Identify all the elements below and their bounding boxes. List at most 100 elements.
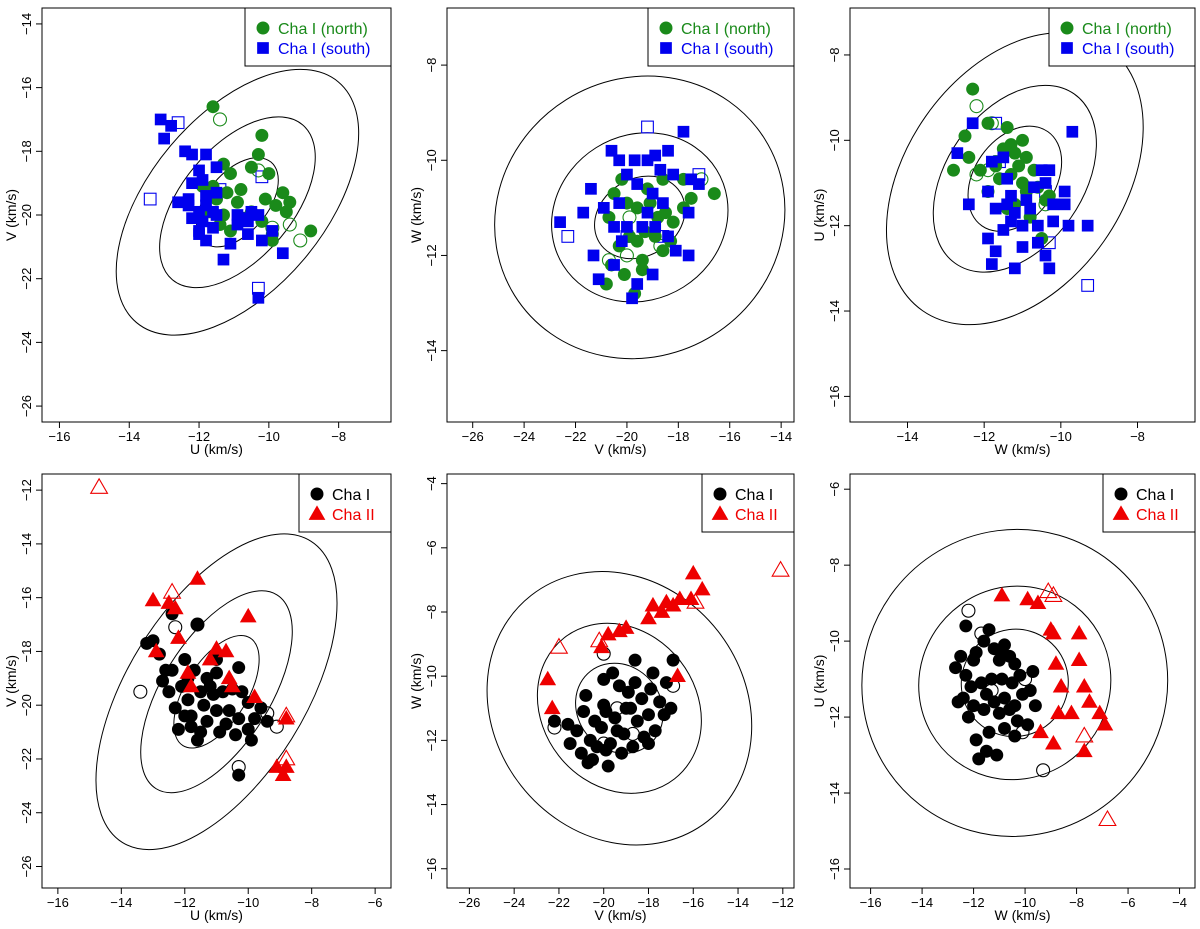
data-point — [585, 182, 597, 195]
data-point — [1075, 742, 1093, 758]
data-point — [656, 172, 670, 186]
data-point — [659, 676, 673, 690]
data-point — [964, 680, 978, 694]
data-point — [260, 714, 274, 728]
data-point — [196, 174, 209, 186]
data-point — [1008, 657, 1022, 671]
legend-marker — [660, 42, 672, 54]
data-point — [671, 590, 689, 606]
data-point — [969, 646, 983, 659]
data-point — [1001, 198, 1014, 211]
data-point — [208, 640, 225, 655]
data-point — [626, 292, 638, 305]
data-point-open — [1036, 763, 1051, 778]
data-point — [184, 720, 198, 734]
data-point — [1010, 714, 1024, 728]
x-axis-label: U (km/s) — [190, 441, 243, 457]
data-point — [654, 163, 667, 176]
data-point — [959, 668, 973, 682]
data-point — [172, 196, 184, 209]
legend-box — [701, 473, 795, 533]
data-point — [189, 570, 206, 585]
x-tick-label: −16 — [47, 895, 69, 910]
legend-box — [244, 7, 392, 67]
data-point — [186, 177, 198, 190]
x-tick-label: −24 — [503, 895, 525, 910]
x-tick-label: −24 — [513, 429, 535, 444]
data-point — [630, 201, 644, 215]
data-point — [248, 712, 262, 726]
data-point — [972, 752, 986, 766]
data-point — [662, 230, 674, 243]
y-tick-label: −6 — [827, 482, 842, 497]
data-point — [979, 687, 993, 701]
data-point — [1043, 164, 1056, 177]
data-point — [1047, 198, 1060, 211]
data-point — [241, 722, 255, 736]
panel-3: −14 −12 −10 −8 −16 −14 −12 −10 −8 W (km/s) U (km/s… — [811, 7, 1196, 457]
data-point — [1058, 185, 1071, 198]
legend-label: Cha I (north) — [1082, 21, 1172, 38]
data-point — [653, 695, 667, 709]
data-point — [601, 759, 615, 773]
data-point — [276, 186, 290, 200]
data-point — [592, 273, 605, 286]
data-point — [1035, 164, 1048, 177]
data-point-open — [89, 477, 109, 494]
data-point — [982, 623, 996, 637]
data-point — [246, 688, 263, 703]
data-point-open — [162, 582, 182, 599]
plot-frame — [446, 473, 795, 889]
contour-ellipse — [494, 75, 786, 360]
data-point — [628, 653, 642, 667]
y-tick-label: −10 — [424, 149, 439, 171]
data-point — [539, 670, 557, 686]
data-point — [168, 701, 182, 715]
data-point-open — [212, 112, 228, 127]
data-point — [193, 164, 205, 177]
data-point — [140, 636, 154, 650]
plot-frame — [849, 473, 1196, 889]
x-tick-label: −16 — [48, 429, 70, 444]
data-point — [1045, 624, 1062, 640]
data-point — [1063, 704, 1080, 720]
data-point — [1016, 219, 1029, 232]
data-point — [581, 756, 595, 770]
data-point — [147, 642, 165, 658]
x-tick-label: −20 — [593, 895, 615, 910]
legend-marker — [1061, 42, 1073, 54]
data-point — [593, 638, 610, 654]
data-point — [1091, 704, 1109, 720]
data-point — [608, 221, 620, 233]
data-point — [178, 709, 192, 723]
data-point — [206, 100, 220, 114]
data-point — [641, 154, 654, 167]
data-point-open — [293, 233, 308, 248]
legend: Cha I (north) Cha I (south) — [1048, 7, 1196, 67]
data-point — [200, 190, 212, 202]
data-point — [156, 674, 170, 688]
data-point — [605, 144, 618, 157]
legend-box — [647, 7, 795, 67]
data-point — [666, 215, 680, 229]
legend: Cha I (north) Cha I (south) — [244, 7, 392, 67]
data-point — [642, 708, 655, 722]
y-tick-label: −10 — [827, 129, 842, 151]
legend-marker — [659, 21, 673, 35]
data-point — [1075, 678, 1093, 693]
data-point — [197, 698, 211, 712]
data-point — [607, 187, 621, 201]
data-point — [223, 167, 237, 181]
data-point — [982, 185, 994, 198]
panel-1: −16 −14 −12 −10 −8 −26 −24 −22 −20 −18 −16 −14 U (km… — [3, 7, 392, 457]
data-point — [974, 676, 988, 690]
data-point — [182, 199, 195, 212]
data-point — [262, 167, 276, 181]
legend-marker — [1112, 505, 1130, 520]
data-point — [707, 187, 721, 201]
contour-ellipse — [115, 68, 360, 336]
data-point — [1050, 704, 1067, 720]
x-tick-label: −10 — [258, 429, 280, 444]
data-point — [230, 195, 244, 209]
data-point-open — [561, 230, 575, 243]
